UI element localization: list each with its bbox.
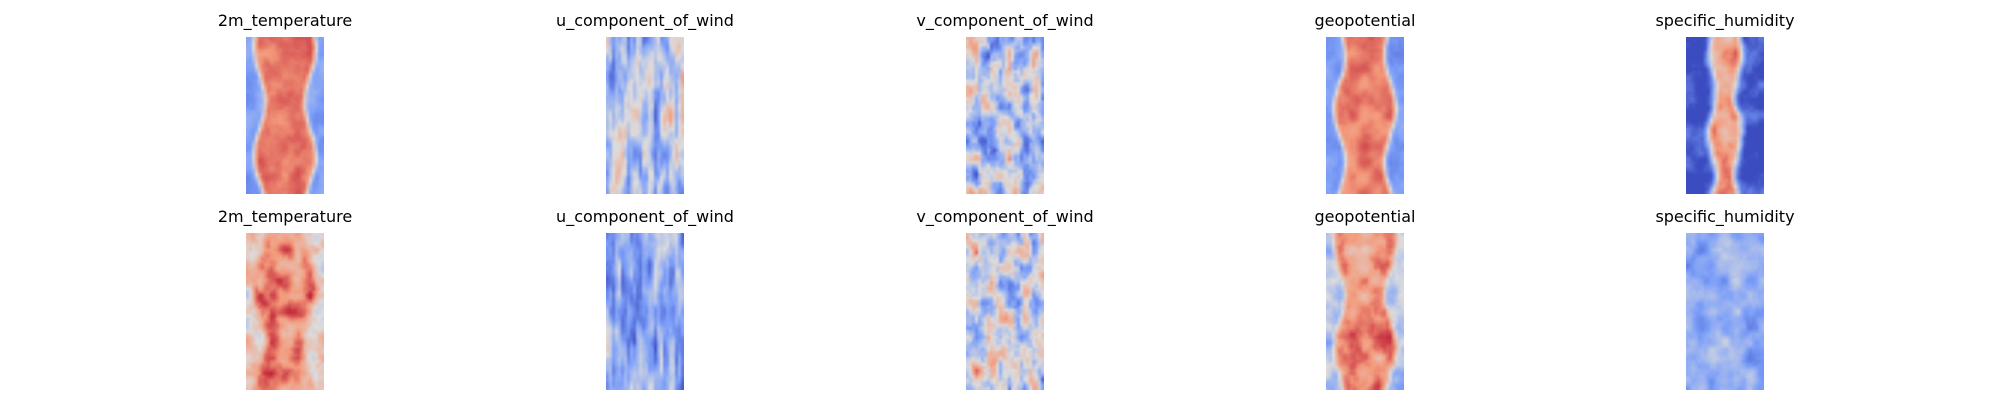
heatmap-panel (1326, 37, 1404, 194)
heatmap-image (606, 37, 684, 194)
heatmap-image (606, 233, 684, 390)
panel-title: geopotential (1314, 207, 1416, 226)
panel-title: geopotential (1314, 11, 1416, 30)
heatmap-panel (246, 233, 324, 390)
heatmap-image (1326, 37, 1404, 194)
panel-title: specific_humidity (1655, 11, 1795, 30)
heatmap-image (1686, 233, 1764, 390)
heatmap-image (1686, 37, 1764, 194)
panel-title: v_component_of_wind (916, 207, 1094, 226)
panel-title: u_component_of_wind (556, 207, 734, 226)
panel-title: 2m_temperature (217, 11, 353, 30)
heatmap-panel (246, 37, 324, 194)
heatmap-panel (966, 37, 1044, 194)
heatmap-panel (1326, 233, 1404, 390)
heatmap-panel (606, 37, 684, 194)
heatmap-panel (1686, 233, 1764, 390)
panel-title: specific_humidity (1655, 207, 1795, 226)
heatmap-image (246, 233, 324, 390)
heatmap-image (966, 233, 1044, 390)
heatmap-image (246, 37, 324, 194)
heatmap-panel (1686, 37, 1764, 194)
heatmap-panel (606, 233, 684, 390)
heatmap-image (1326, 233, 1404, 390)
heatmap-panel (966, 233, 1044, 390)
panel-title: u_component_of_wind (556, 11, 734, 30)
heatmap-image (966, 37, 1044, 194)
panel-title: 2m_temperature (217, 207, 353, 226)
panel-title: v_component_of_wind (916, 11, 1094, 30)
